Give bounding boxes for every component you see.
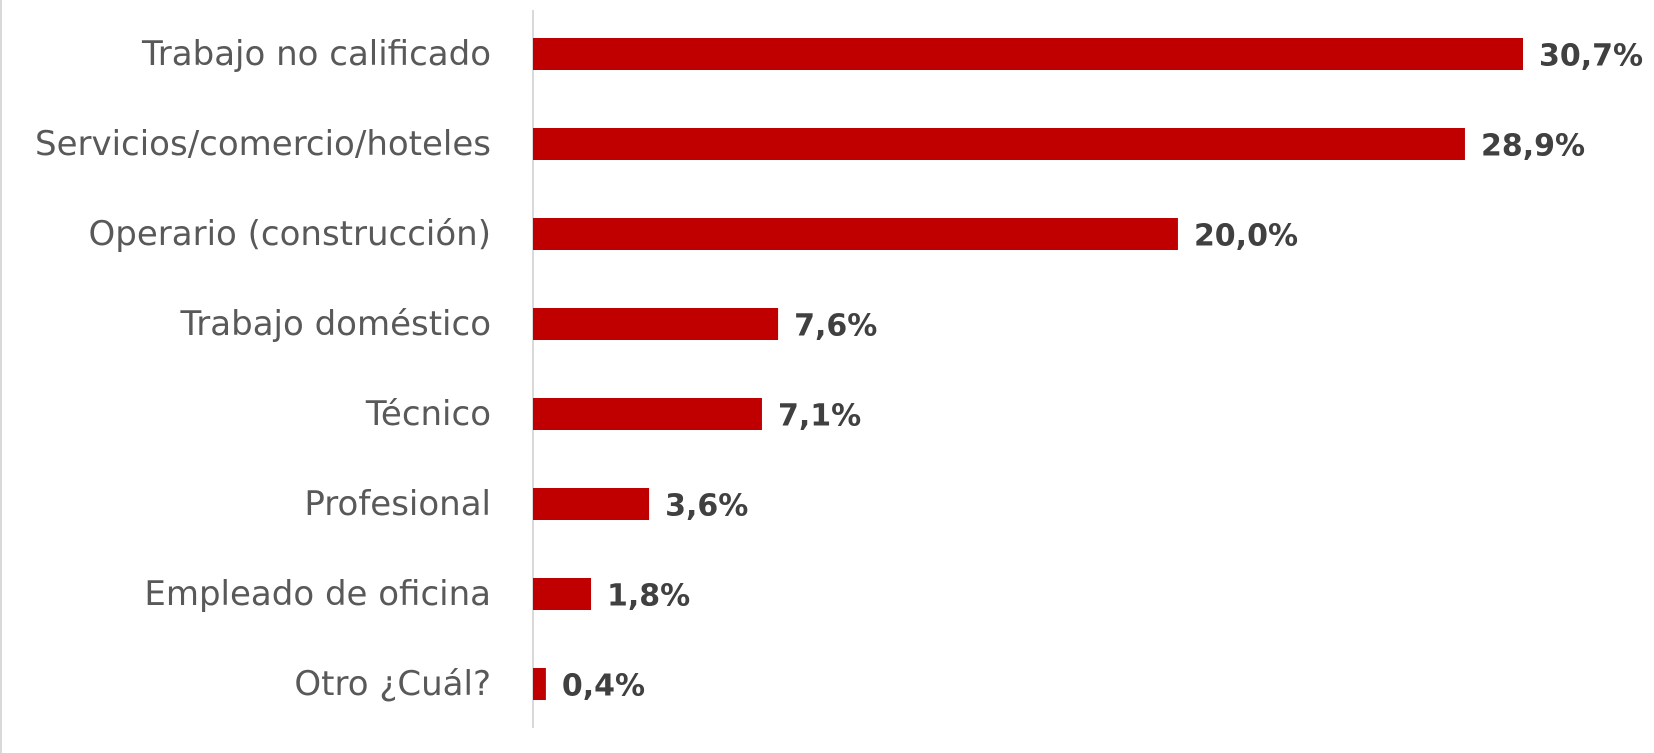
bar bbox=[533, 668, 546, 700]
category-label: Trabajo doméstico bbox=[180, 304, 491, 344]
bar bbox=[533, 38, 1523, 70]
data-label: 7,6% bbox=[794, 309, 877, 344]
data-label: 3,6% bbox=[665, 489, 748, 524]
data-label: 7,1% bbox=[778, 399, 861, 434]
bar bbox=[533, 308, 779, 340]
category-label: Operario (construcción) bbox=[89, 214, 491, 254]
bar bbox=[533, 218, 1178, 250]
category-label: Profesional bbox=[304, 484, 491, 524]
category-labels-group: Trabajo no calificado Servicios/comercio/… bbox=[35, 34, 491, 704]
bar bbox=[533, 578, 592, 610]
data-label: 30,7% bbox=[1539, 39, 1643, 74]
category-label: Empleado de oficina bbox=[144, 574, 491, 614]
bar bbox=[533, 488, 650, 520]
category-label: Servicios/comercio/hoteles bbox=[35, 124, 491, 164]
category-label: Técnico bbox=[365, 394, 491, 434]
bars-group bbox=[533, 38, 1523, 700]
data-label: 1,8% bbox=[607, 579, 690, 614]
value-labels-group: 30,7% 28,9% 20,0% 7,6% 7,1% 3,6% 1,8% 0,4% bbox=[562, 39, 1643, 704]
data-label: 28,9% bbox=[1481, 129, 1585, 164]
bar bbox=[533, 398, 762, 430]
category-label: Otro ¿Cuál? bbox=[294, 664, 491, 704]
bar bbox=[533, 128, 1465, 160]
category-label: Trabajo no calificado bbox=[141, 34, 491, 74]
data-label: 0,4% bbox=[562, 669, 645, 704]
data-label: 20,0% bbox=[1194, 219, 1298, 254]
